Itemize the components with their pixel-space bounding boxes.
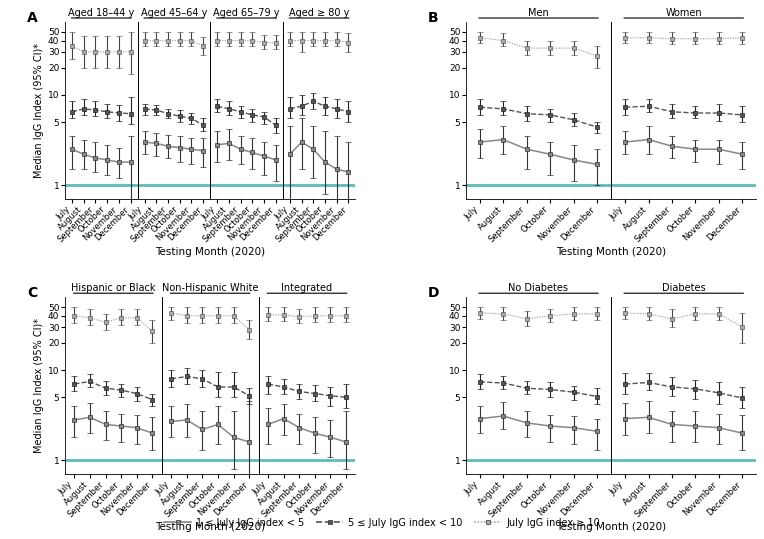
Text: Men: Men [528,8,549,18]
X-axis label: Testing Month (2020): Testing Month (2020) [556,522,666,532]
Text: Aged ≥ 80 y: Aged ≥ 80 y [289,8,349,18]
X-axis label: Testing Month (2020): Testing Month (2020) [155,247,265,257]
Text: B: B [428,11,439,25]
Text: Aged 45–64 y: Aged 45–64 y [141,8,207,18]
Text: Integrated: Integrated [281,283,332,293]
Text: Hispanic or Black: Hispanic or Black [71,283,156,293]
Text: Diabetes: Diabetes [662,283,705,293]
Text: No Diabetes: No Diabetes [509,283,568,293]
Y-axis label: Median IgG Index (95% CI)*: Median IgG Index (95% CI)* [34,43,44,178]
Text: Women: Women [665,8,702,18]
Y-axis label: Median IgG Index (95% CI)*: Median IgG Index (95% CI)* [34,318,44,453]
Text: Aged 18–44 y: Aged 18–44 y [68,8,134,18]
Text: Aged 65–79 y: Aged 65–79 y [213,8,280,18]
Text: Non-Hispanic White: Non-Hispanic White [162,283,258,293]
Text: C: C [28,286,37,300]
Text: A: A [28,11,38,25]
X-axis label: Testing Month (2020): Testing Month (2020) [556,247,666,257]
Legend: 1 ≤ July IgG index < 5, 5 ≤ July IgG index < 10, July IgG index ≥ 10: 1 ≤ July IgG index < 5, 5 ≤ July IgG ind… [160,514,604,531]
Text: D: D [428,286,439,300]
X-axis label: Testing Month (2020): Testing Month (2020) [155,522,265,532]
